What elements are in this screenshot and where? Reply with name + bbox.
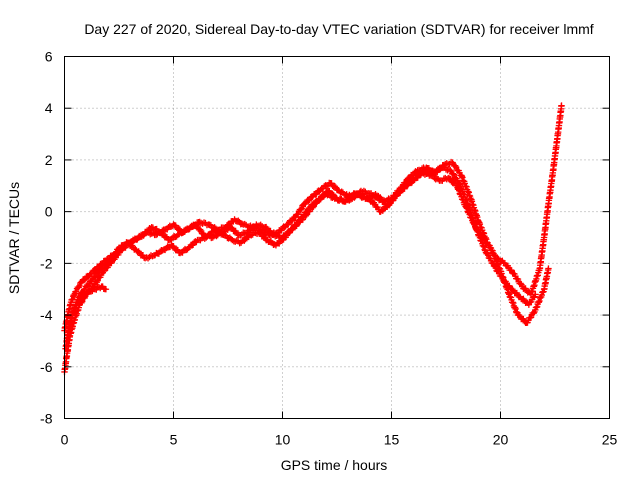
data-point	[273, 232, 280, 240]
x-tick-label: 15	[384, 432, 400, 448]
data-point	[206, 232, 213, 239]
data-point	[530, 309, 537, 317]
data-point	[545, 265, 552, 272]
data-point	[75, 284, 82, 291]
data-point	[302, 209, 310, 216]
data-point	[75, 299, 82, 306]
data-point	[451, 162, 459, 169]
data-point	[228, 224, 235, 231]
data-point	[320, 192, 328, 199]
data-point	[532, 291, 539, 298]
x-axis-label: GPS time / hours	[281, 457, 388, 473]
data-point	[102, 286, 110, 293]
y-tick-label: 2	[45, 152, 53, 168]
data-point	[344, 196, 352, 204]
axis-ticks: 0 5 10 15 20 25 -8 -6 -4 -2 0 2 4 6	[40, 49, 617, 448]
data-point	[450, 171, 458, 178]
data-point	[296, 217, 303, 225]
data-point	[364, 194, 372, 202]
data-point	[492, 264, 499, 272]
x-tick-label: 5	[170, 432, 178, 448]
y-tick-label: 6	[45, 49, 53, 65]
data-point	[84, 282, 92, 289]
y-tick-label: -4	[40, 307, 53, 323]
data-point	[257, 221, 264, 229]
data-point	[258, 223, 266, 230]
data-point	[235, 217, 242, 224]
series-4	[63, 283, 110, 345]
data-point	[331, 183, 339, 190]
y-tick-label: 0	[45, 204, 53, 220]
series-3	[62, 164, 539, 352]
data-point	[329, 190, 336, 198]
data-point	[73, 288, 80, 295]
x-tick-label: 20	[493, 432, 509, 448]
data-point	[76, 282, 83, 290]
gridlines	[64, 56, 610, 419]
data-point	[335, 196, 342, 204]
y-tick-label: 4	[45, 100, 53, 116]
data-point	[144, 255, 152, 262]
data-point	[80, 276, 88, 284]
x-tick-label: 10	[275, 432, 291, 448]
data-point	[305, 197, 312, 204]
chart-title: Day 227 of 2020, Sidereal Day-to-day VTE…	[84, 21, 593, 37]
data-point	[76, 298, 83, 305]
data-point	[196, 226, 204, 233]
data-point	[449, 170, 457, 177]
y-tick-label: -6	[40, 359, 53, 375]
data-point	[297, 206, 305, 213]
y-tick-label: -2	[40, 255, 53, 271]
y-axis-label: SDTVAR / TECUs	[6, 182, 22, 294]
data-point	[386, 200, 393, 208]
y-tick-label: -8	[40, 411, 53, 427]
data-point	[443, 160, 450, 167]
data-point	[91, 274, 98, 281]
data-point	[298, 205, 305, 212]
x-tick-label: 0	[61, 432, 69, 448]
x-tick-label: 25	[602, 432, 618, 448]
data-point	[450, 178, 457, 186]
data-points	[61, 102, 565, 376]
plot-frame	[64, 56, 610, 419]
data-point	[452, 163, 460, 171]
data-point	[146, 253, 153, 261]
data-point	[558, 102, 565, 109]
data-point	[193, 222, 200, 229]
data-point	[489, 259, 496, 267]
